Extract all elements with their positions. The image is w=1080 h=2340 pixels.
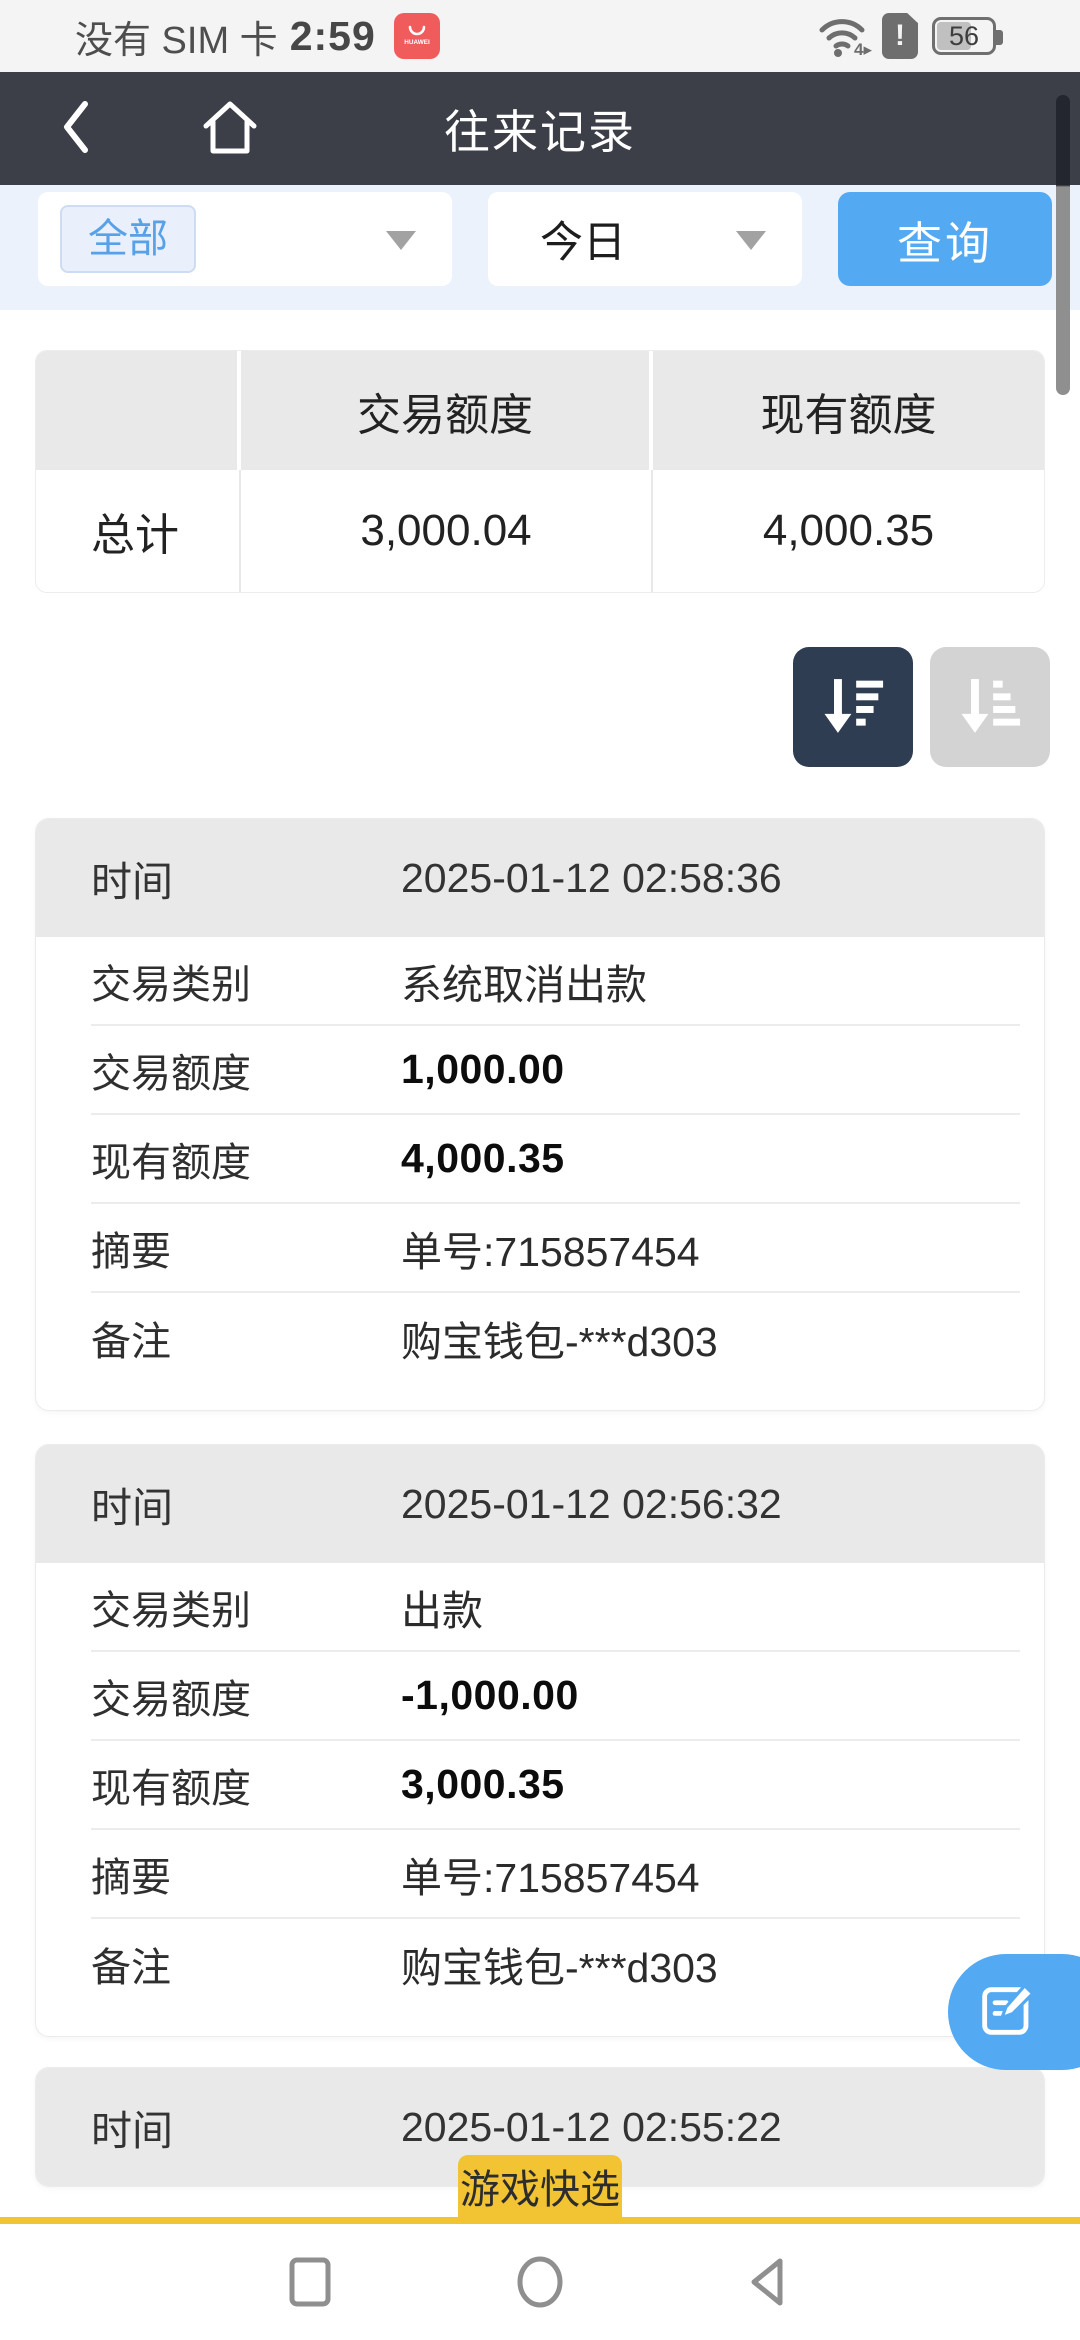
triangle-back-icon [742, 2258, 798, 2313]
record-field-row: 备注 购宝钱包-***d303 [91, 1318, 718, 1365]
status-right: 4▸ ! 56 [816, 13, 1003, 59]
status-left: 没有 SIM 卡 2:59 HUAWEI [75, 9, 440, 64]
time-value: 2025-01-12 02:58:36 [401, 854, 782, 901]
summary-table: 交易额度 现有额度 总计 3,000.04 4,000.35 [35, 350, 1045, 593]
sort-descending-button[interactable] [793, 647, 913, 767]
record-card: 时间 2025-01-12 02:58:36 交易类别 系统取消出款 交易额度 … [35, 818, 1045, 1411]
sort-button-row [0, 647, 1080, 767]
status-time: 2:59 [289, 12, 376, 59]
summary-table-header: 交易额度 现有额度 [36, 351, 1044, 470]
edit-fab-button[interactable] [948, 1954, 1080, 2070]
type-filter-value: 全部 [60, 205, 196, 273]
time-label: 时间 [91, 859, 173, 905]
summary-col-transaction: 交易额度 [241, 351, 653, 470]
record-field-row: 交易额度 1,000.00 [91, 1026, 1020, 1115]
summary-col-empty [36, 351, 241, 470]
record-field-row: 交易类别 系统取消出款 [91, 937, 1020, 1026]
time-value: 2025-01-12 02:55:22 [401, 2103, 782, 2150]
record-card: 时间 2025-01-12 02:56:32 交易类别 出款 交易额度 -1,0… [35, 1444, 1045, 2037]
time-value: 2025-01-12 02:56:32 [401, 1480, 782, 1527]
battery-percent: 56 [948, 21, 980, 51]
edit-note-icon [974, 1979, 1038, 2046]
record-field-row: 备注 购宝钱包-***d303 [91, 1944, 718, 1991]
nav-recents-button[interactable] [282, 2254, 338, 2310]
total-current-amount: 4,000.35 [653, 470, 1044, 592]
summary-total-row: 总计 3,000.04 4,000.35 [36, 470, 1044, 592]
circle-home-icon [512, 2256, 568, 2313]
game-quick-select-tab[interactable]: 游戏快选 [458, 2155, 622, 2217]
sim-alert-icon: ! [882, 13, 918, 59]
type-filter-select[interactable]: 全部 [38, 192, 452, 286]
record-field-row: 摘要 单号:715857454 [91, 1204, 1020, 1293]
date-filter-value: 今日 [540, 219, 626, 267]
nav-home-button[interactable] [512, 2254, 568, 2310]
square-recents-icon [282, 2257, 338, 2313]
caret-down-icon [386, 231, 416, 250]
battery-fill [937, 22, 971, 50]
battery-icon: 56 [932, 17, 1003, 55]
caret-down-icon [736, 231, 766, 250]
home-icon [198, 96, 262, 161]
android-nav-bar [0, 2224, 1080, 2340]
nav-back-button[interactable] [742, 2254, 798, 2310]
record-time-row: 时间 2025-01-12 02:56:32 [36, 1445, 1044, 1563]
date-filter-select[interactable]: 今日 [488, 192, 802, 286]
appgallery-notification-icon: HUAWEI [393, 13, 440, 59]
record-card: 时间 2025-01-12 02:55:22 [35, 2067, 1045, 2187]
status-bar: 没有 SIM 卡 2:59 HUAWEI 4▸ ! 56 [0, 0, 1080, 72]
record-field-row: 交易类别 出款 [91, 1563, 1020, 1652]
scrollbar[interactable] [1056, 95, 1070, 395]
time-label: 时间 [91, 1485, 173, 1531]
app-header: 往来记录 [0, 72, 1080, 185]
wifi-4-badge: 4▸ [854, 40, 872, 59]
wifi-icon: 4▸ [816, 14, 872, 59]
home-button[interactable] [188, 72, 272, 185]
record-field-row: 现有额度 3,000.35 [91, 1741, 1020, 1830]
quick-select-divider [0, 2217, 1080, 2224]
record-field-row: 摘要 单号:715857454 [91, 1830, 1020, 1919]
back-button[interactable] [48, 72, 104, 185]
time-label: 时间 [91, 2108, 173, 2154]
record-time-row: 时间 2025-01-12 02:58:36 [36, 819, 1044, 937]
sort-descending-icon [815, 668, 891, 747]
query-button[interactable]: 查询 [838, 192, 1052, 286]
carrier-label: 没有 SIM 卡 [75, 19, 278, 62]
total-label: 总计 [36, 470, 241, 592]
filter-bar: 全部 今日 查询 [0, 185, 1080, 310]
record-field-row: 现有额度 4,000.35 [91, 1115, 1020, 1204]
sort-ascending-icon [952, 668, 1028, 747]
summary-col-current: 现有额度 [653, 351, 1044, 470]
chevron-left-icon [58, 97, 94, 160]
page-title: 往来记录 [444, 105, 636, 158]
total-transaction-amount: 3,000.04 [241, 470, 653, 592]
record-field-row: 交易额度 -1,000.00 [91, 1652, 1020, 1741]
svg-text:HUAWEI: HUAWEI [404, 39, 430, 46]
sort-ascending-button[interactable] [930, 647, 1050, 767]
